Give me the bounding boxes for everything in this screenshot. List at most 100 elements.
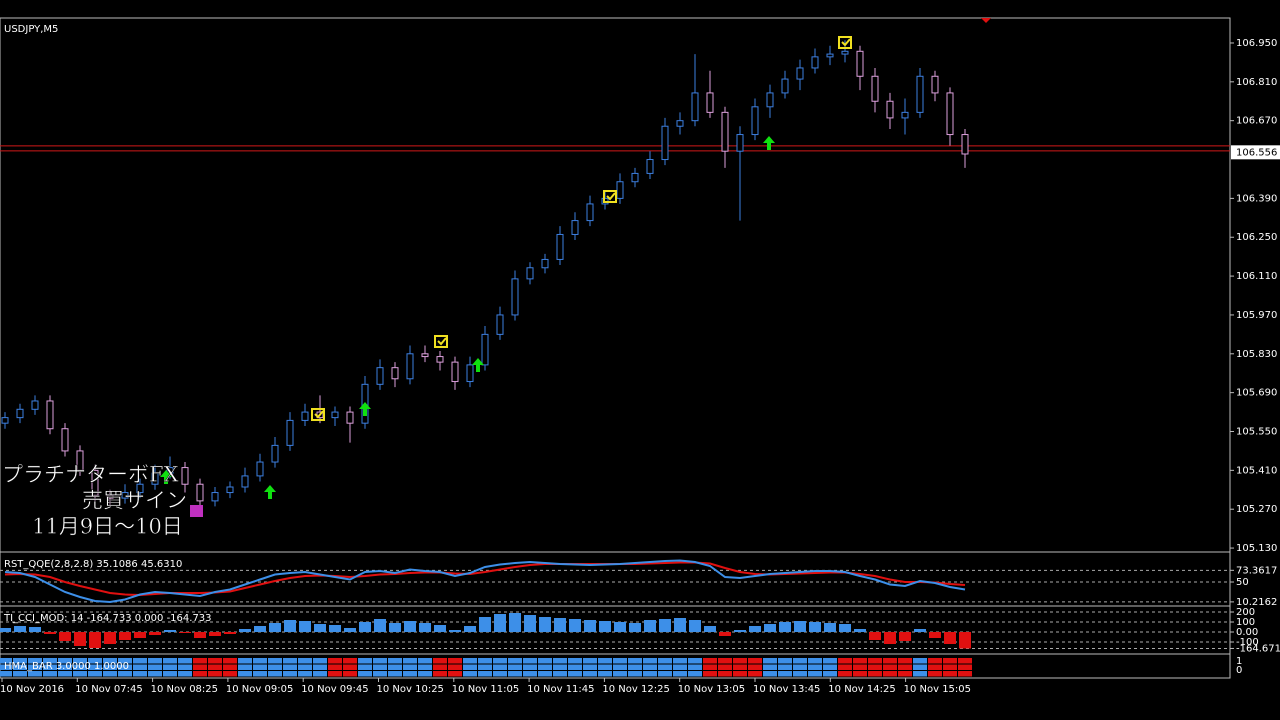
hma-block <box>118 664 132 670</box>
hma-block <box>598 664 612 670</box>
hma-block <box>673 671 687 677</box>
hma-block <box>418 671 432 677</box>
hma-block <box>253 664 267 670</box>
hma-block <box>343 671 357 677</box>
hma-block <box>538 658 552 664</box>
hma-block <box>13 671 27 677</box>
hma-block <box>868 658 882 664</box>
hma-block <box>298 658 312 664</box>
cci-bar <box>779 622 791 632</box>
hma-block <box>178 664 192 670</box>
hma-block <box>763 658 777 664</box>
hma-block <box>958 658 972 664</box>
candle-body <box>1 417 9 424</box>
hma-block <box>673 658 687 664</box>
hma-block <box>118 658 132 664</box>
y-tick-label: 1 <box>1236 656 1242 667</box>
cci-bar <box>899 632 911 641</box>
candle-body <box>106 494 114 499</box>
hma-block <box>568 658 582 664</box>
hma-block <box>88 671 102 677</box>
cci-bar <box>929 632 941 638</box>
cci-bar <box>44 632 56 634</box>
hma-block <box>0 671 12 677</box>
hma-block <box>463 671 477 677</box>
cci-bar <box>149 632 161 635</box>
hma-block <box>283 671 297 677</box>
hma-block <box>643 658 657 664</box>
hma-block <box>913 658 927 664</box>
hma-block <box>583 664 597 670</box>
cci-bar <box>509 613 521 632</box>
hma-block <box>133 671 147 677</box>
hma-block <box>463 664 477 670</box>
candle-body <box>856 50 864 77</box>
cci-bar <box>119 632 131 640</box>
time-label: 10 Nov 2016 <box>0 684 64 695</box>
signal-marker <box>981 18 991 23</box>
cci-bar <box>449 630 461 632</box>
qqe-line <box>4 559 966 604</box>
hma-block <box>508 664 522 670</box>
hma-block <box>808 658 822 664</box>
time-label: 10 Nov 11:05 <box>452 684 519 695</box>
y-tick-label: 106.390 <box>1236 193 1277 204</box>
candle-body <box>931 75 939 94</box>
frame <box>0 17 1231 679</box>
hma-block <box>853 664 867 670</box>
candle-body <box>646 159 654 174</box>
hma-block <box>538 664 552 670</box>
candle-body <box>616 181 624 199</box>
cci-bar <box>869 632 881 640</box>
cci-bar <box>209 632 221 636</box>
hma-block <box>388 671 402 677</box>
hma-block <box>688 671 702 677</box>
y-tick-label: 105.130 <box>1236 543 1277 554</box>
cci-bar <box>254 626 266 632</box>
hma-block <box>0 658 12 664</box>
hma-block <box>328 664 342 670</box>
hma-block <box>703 671 717 677</box>
hma-block <box>103 658 117 664</box>
y-tick-label: 105.690 <box>1236 388 1277 399</box>
cci-bar <box>764 624 776 632</box>
hma-block <box>583 671 597 677</box>
check-boxes <box>311 36 852 421</box>
candle-body <box>751 106 759 136</box>
candle-body <box>121 492 129 499</box>
time-label: 10 Nov 12:25 <box>602 684 669 695</box>
price-tag-label: 106.556 <box>1236 147 1277 158</box>
hma-block <box>148 664 162 670</box>
time-label: 10 Nov 13:45 <box>753 684 820 695</box>
cci-bar <box>839 624 851 632</box>
hma-block <box>628 671 642 677</box>
hma-block <box>868 664 882 670</box>
candle-body <box>631 172 639 183</box>
hma-block <box>553 671 567 677</box>
hma-block <box>898 671 912 677</box>
hma-block <box>43 664 57 670</box>
hma-block <box>403 671 417 677</box>
cci-bar <box>299 621 311 632</box>
candle-body <box>181 467 189 485</box>
y-tick-label: 200 <box>1236 607 1255 618</box>
hma-block <box>148 658 162 664</box>
hma-block <box>73 658 87 664</box>
cci-bar <box>329 625 341 632</box>
hma-block <box>268 658 282 664</box>
cci-bar <box>359 622 371 632</box>
hma-block <box>928 658 942 664</box>
cci-bar <box>74 632 86 646</box>
hma-block <box>808 664 822 670</box>
candle-body <box>586 203 594 222</box>
hma-block <box>763 671 777 677</box>
hma-block <box>868 671 882 677</box>
hma-block <box>838 671 852 677</box>
candle-body <box>136 483 144 494</box>
cci-bar <box>0 628 11 632</box>
hma-block <box>658 664 672 670</box>
hma-block <box>268 671 282 677</box>
candle-body <box>961 134 969 155</box>
time-label: 10 Nov 09:45 <box>301 684 368 695</box>
hma-block <box>628 664 642 670</box>
